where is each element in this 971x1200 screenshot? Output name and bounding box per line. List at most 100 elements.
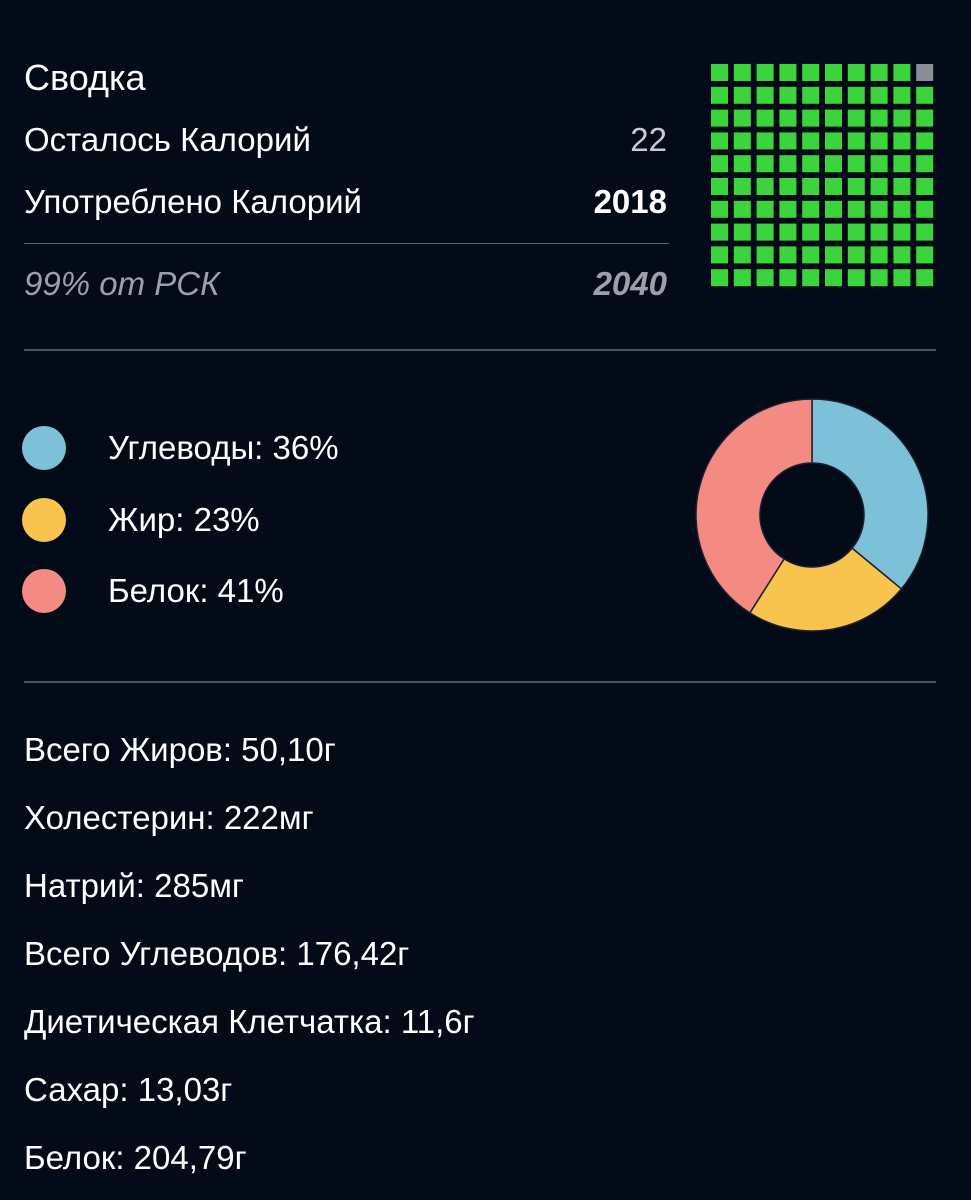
grid-cell-filled	[916, 223, 934, 241]
grid-cell-filled	[779, 178, 797, 195]
rdi-value: 2040	[593, 265, 667, 302]
grid-cell-filled	[779, 132, 797, 150]
grid-cell-filled	[847, 223, 865, 241]
grid-cell-filled	[825, 86, 842, 104]
grid-cell-filled	[802, 86, 820, 104]
grid-cell-filled	[711, 269, 728, 287]
grid-cell-filled	[802, 155, 820, 173]
grid-cell-filled	[711, 223, 728, 241]
grid-cell-filled	[847, 269, 865, 287]
grid-cell-filled	[756, 178, 774, 195]
grid-cell-filled	[711, 155, 728, 173]
grid-cell-filled	[711, 109, 728, 127]
grid-cell-filled	[756, 269, 774, 287]
grid-cell-filled	[893, 109, 911, 127]
grid-cell-filled	[847, 155, 865, 173]
grid-cell-filled	[893, 86, 911, 104]
grid-cell-filled	[733, 200, 751, 218]
grid-cell-filled	[916, 269, 934, 287]
grid-cell-filled	[779, 86, 797, 104]
grid-cell-filled	[847, 109, 865, 127]
grid-cell-filled	[870, 223, 888, 241]
grid-cell-filled	[893, 223, 911, 241]
grid-cell-filled	[870, 155, 888, 173]
grid-cell-empty	[916, 64, 934, 81]
grid-cell-filled	[779, 223, 797, 241]
grid-cell-filled	[733, 223, 751, 241]
grid-cell-filled	[756, 64, 774, 81]
grid-cell-filled	[779, 64, 797, 81]
grid-cell-filled	[825, 200, 842, 218]
summary-title: Сводка	[24, 57, 146, 98]
legend-dot	[22, 426, 66, 470]
grid-cell-filled	[893, 155, 911, 173]
grid-cell-filled	[756, 246, 774, 264]
grid-cell-filled	[779, 269, 797, 287]
grid-cell-filled	[825, 109, 842, 127]
grid-cell-filled	[733, 155, 751, 173]
grid-cell-filled	[825, 178, 842, 195]
grid-cell-filled	[711, 178, 728, 195]
grid-cell-filled	[711, 86, 728, 104]
grid-cell-filled	[916, 109, 934, 127]
grid-cell-filled	[847, 200, 865, 218]
grid-cell-filled	[711, 246, 728, 264]
consumed-calories-value: 2018	[593, 183, 667, 220]
grid-cell-filled	[756, 109, 774, 127]
grid-cell-filled	[870, 64, 888, 81]
legend-label: Белок: 41%	[108, 572, 284, 609]
grid-cell-filled	[733, 178, 751, 195]
grid-cell-filled	[916, 246, 934, 264]
grid-cell-filled	[779, 109, 797, 127]
grid-cell-filled	[756, 132, 774, 150]
grid-cell-filled	[893, 64, 911, 81]
grid-cell-filled	[870, 86, 888, 104]
legend-label: Жир: 23%	[108, 501, 260, 538]
grid-cell-filled	[756, 86, 774, 104]
donut-slice-1	[811, 398, 929, 590]
grid-cell-filled	[893, 246, 911, 264]
nutrient-item: Всего Жиров: 50,10г	[24, 731, 336, 768]
grid-cell-filled	[711, 132, 728, 150]
calorie-progress-grid	[711, 64, 934, 287]
grid-cell-filled	[733, 64, 751, 81]
nutrient-item: Диетическая Клетчатка: 11,6г	[24, 1003, 475, 1040]
grid-cell-filled	[756, 200, 774, 218]
grid-cell-filled	[779, 155, 797, 173]
remaining-calories-label: Осталось Калорий	[24, 121, 311, 158]
grid-cell-filled	[756, 155, 774, 173]
grid-cell-filled	[893, 178, 911, 195]
nutrient-item: Белок: 204,79г	[24, 1139, 247, 1176]
nutrient-item: Натрий: 285мг	[24, 867, 244, 904]
grid-cell-filled	[802, 269, 820, 287]
grid-cell-filled	[733, 132, 751, 150]
legend-label: Углеводы: 36%	[108, 429, 339, 466]
grid-cell-filled	[733, 86, 751, 104]
grid-cell-filled	[756, 223, 774, 241]
grid-cell-filled	[847, 178, 865, 195]
macros-donut-chart	[695, 398, 929, 632]
grid-cell-filled	[870, 269, 888, 287]
grid-cell-filled	[825, 132, 842, 150]
donut-slice-3	[695, 398, 813, 614]
nutrient-item: Всего Углеводов: 176,42г	[24, 935, 410, 972]
grid-cell-filled	[825, 223, 842, 241]
section-divider-bottom	[24, 681, 936, 683]
grid-cell-filled	[711, 64, 728, 81]
grid-cell-filled	[893, 200, 911, 218]
section-divider-top	[24, 349, 936, 351]
grid-cell-filled	[893, 132, 911, 150]
grid-cell-filled	[847, 246, 865, 264]
grid-cell-filled	[802, 132, 820, 150]
grid-cell-filled	[870, 109, 888, 127]
grid-cell-filled	[870, 246, 888, 264]
grid-cell-filled	[847, 132, 865, 150]
grid-cell-filled	[825, 246, 842, 264]
nutrient-item: Сахар: 13,03г	[24, 1071, 233, 1108]
rdi-percent-label: 99% от РСК	[24, 265, 220, 302]
grid-cell-filled	[825, 64, 842, 81]
grid-cell-filled	[733, 269, 751, 287]
grid-cell-filled	[916, 178, 934, 195]
summary-divider	[24, 243, 669, 244]
grid-cell-filled	[870, 132, 888, 150]
